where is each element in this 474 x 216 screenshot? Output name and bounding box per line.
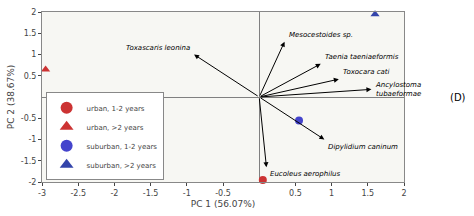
svg-text:urban, >2 years: urban, >2 years <box>87 124 144 132</box>
svg-text:-0.5: -0.5 <box>215 189 231 198</box>
svg-text:-1: -1 <box>183 189 191 198</box>
svg-text:0.5: 0.5 <box>24 72 37 81</box>
svg-text:1: 1 <box>31 50 36 59</box>
svg-text:Dipylidium caninum: Dipylidium caninum <box>328 143 398 151</box>
svg-text:Toxascaris leonina: Toxascaris leonina <box>126 44 190 52</box>
svg-text:suburban, 1-2 years: suburban, 1-2 years <box>87 143 158 151</box>
svg-text:PC 1 (56.07%): PC 1 (56.07%) <box>191 199 256 209</box>
svg-text:1.5: 1.5 <box>24 29 37 38</box>
svg-text:2: 2 <box>31 8 36 17</box>
svg-text:Toxocara cati: Toxocara cati <box>343 68 390 76</box>
svg-text:suburban, >2 years: suburban, >2 years <box>87 162 157 170</box>
svg-text:-2: -2 <box>28 178 36 187</box>
svg-text:Ancylostomatubaeformae: Ancylostomatubaeformae <box>375 81 421 98</box>
svg-text:1.5: 1.5 <box>361 189 374 198</box>
svg-text:-1.5: -1.5 <box>21 157 37 166</box>
svg-text:Mesocestoides sp.: Mesocestoides sp. <box>289 31 353 39</box>
svg-text:Eucoleus aerophilus: Eucoleus aerophilus <box>270 170 341 178</box>
svg-text:-2: -2 <box>110 189 118 198</box>
svg-text:2: 2 <box>401 189 406 198</box>
svg-text:(D): (D) <box>450 92 466 103</box>
svg-text:PC 2 (38.67%): PC 2 (38.67%) <box>6 65 16 130</box>
svg-text:-2.5: -2.5 <box>70 189 86 198</box>
svg-text:Taenia taeniaeformis: Taenia taeniaeformis <box>325 53 399 61</box>
svg-text:-0.5: -0.5 <box>21 114 37 123</box>
svg-text:1: 1 <box>329 189 334 198</box>
svg-text:urban, 1-2 years: urban, 1-2 years <box>87 105 145 113</box>
svg-text:-3: -3 <box>38 189 46 198</box>
svg-text:0.5: 0.5 <box>289 189 302 198</box>
svg-text:-1: -1 <box>28 135 36 144</box>
svg-text:-1.5: -1.5 <box>143 189 159 198</box>
